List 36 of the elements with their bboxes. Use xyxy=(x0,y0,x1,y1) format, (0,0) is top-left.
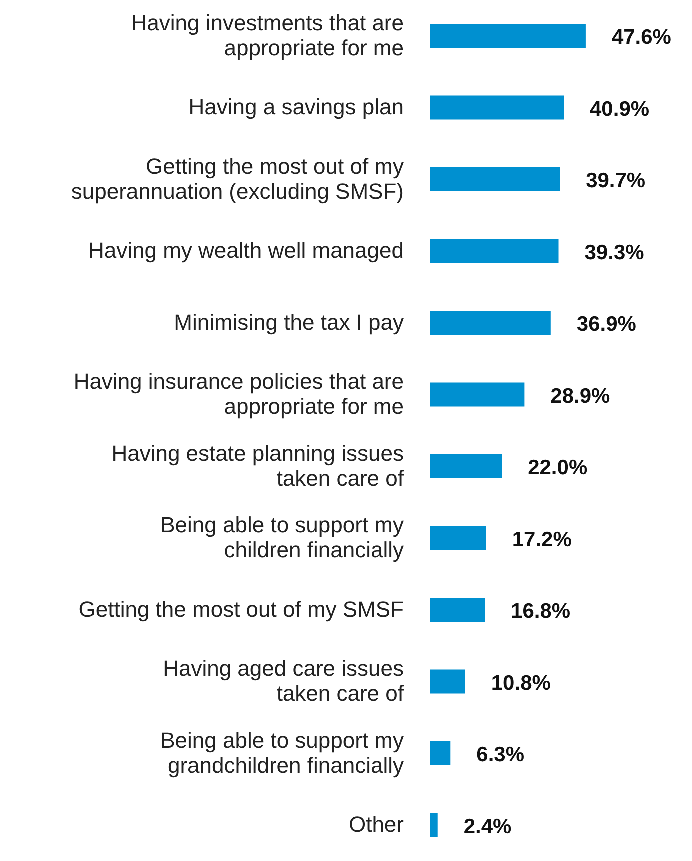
y-tick-label: Minimising the tax I pay xyxy=(174,310,404,335)
bar xyxy=(430,526,486,550)
bar xyxy=(430,24,586,48)
y-tick-label: Other xyxy=(348,812,404,838)
data-label: 36.9% xyxy=(576,313,637,336)
data-label: 39.7% xyxy=(586,170,646,192)
bar xyxy=(430,311,551,335)
bar xyxy=(430,598,486,622)
y-tick-label: Having estate planning issues taken care of xyxy=(112,440,405,491)
y-tick-label: Getting the most out of my superannuation (excluding SMSF) xyxy=(71,154,404,204)
data-label: 40.9% xyxy=(590,98,650,121)
y-tick-label: Getting the most out of my SMSF xyxy=(78,596,404,622)
bar xyxy=(430,813,438,838)
data-label: 47.6% xyxy=(612,26,672,49)
data-label: 17.2% xyxy=(512,528,572,552)
data-label: 2.4% xyxy=(464,815,512,838)
bar xyxy=(430,454,502,478)
y-tick-label: Having my wealth well managed xyxy=(88,238,404,264)
data-label: 28.9% xyxy=(550,384,611,408)
bar xyxy=(430,670,466,694)
y-tick-label: Having investments that are appropriate for me xyxy=(131,10,404,60)
bar xyxy=(430,96,564,120)
data-label: 16.8% xyxy=(511,600,571,623)
bar xyxy=(430,382,525,407)
data-label: 39.3% xyxy=(584,241,645,264)
bar xyxy=(430,168,560,192)
bar xyxy=(430,239,559,264)
bar xyxy=(430,742,451,766)
data-label: 6.3% xyxy=(476,744,525,766)
data-label: 10.8% xyxy=(491,672,552,695)
y-tick-label: Having a savings plan xyxy=(188,94,404,120)
data-label: 22.0% xyxy=(528,456,588,480)
y-tick-label: Having aged care issues taken care of xyxy=(163,656,405,706)
y-tick-label: Being able to support my grandchildren financially xyxy=(160,728,404,778)
y-tick-label: Having insurance policies that are appropriate for me xyxy=(74,369,404,420)
y-tick-label: Being able to support my children financially xyxy=(160,512,404,563)
